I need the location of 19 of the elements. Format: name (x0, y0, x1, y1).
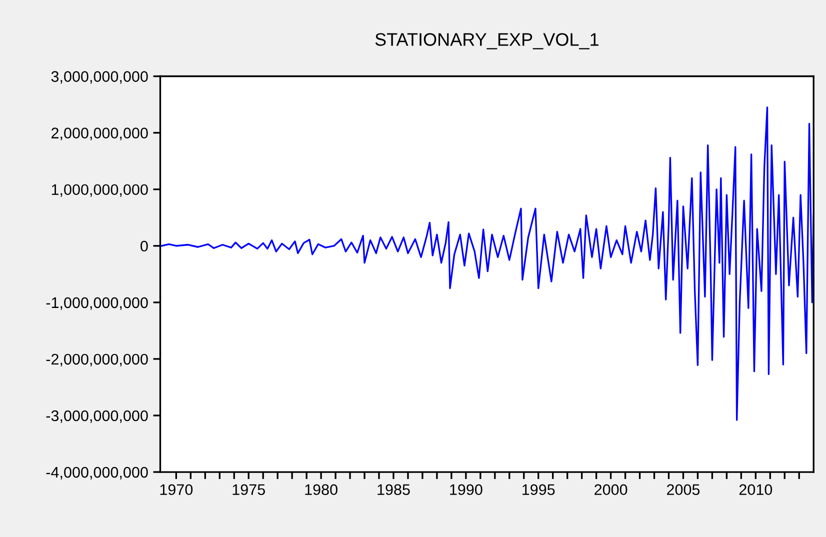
y-tick-label: -4,000,000,000 (46, 466, 148, 480)
chart-title: STATIONARY_EXP_VOL_1 (375, 33, 598, 50)
x-tick-label: 1980 (305, 484, 338, 496)
y-tick-label: -1,000,000,000 (46, 297, 148, 310)
x-tick-label: 1995 (522, 484, 555, 496)
x-tick-label: 2010 (739, 484, 772, 496)
y-tick-label: 3,000,000,000 (51, 71, 148, 84)
x-tick-label: 1970 (160, 484, 193, 496)
line-series (160, 106, 814, 421)
x-tick-label: 1990 (450, 484, 482, 496)
x-tick-label: 1975 (232, 484, 265, 496)
y-tick-label: 1,000,000,000 (52, 184, 148, 197)
y-tick-label: 2,000,000,000 (52, 128, 148, 140)
y-tick-label: 0 (140, 240, 148, 252)
y-tick-label: -3,000,000,000 (46, 410, 148, 423)
x-tick-label: 2000 (594, 484, 628, 496)
y-tick-label: -2,000,000,000 (46, 354, 148, 366)
x-tick-label: 2005 (667, 484, 700, 496)
x-tick-label: 1985 (378, 484, 410, 496)
